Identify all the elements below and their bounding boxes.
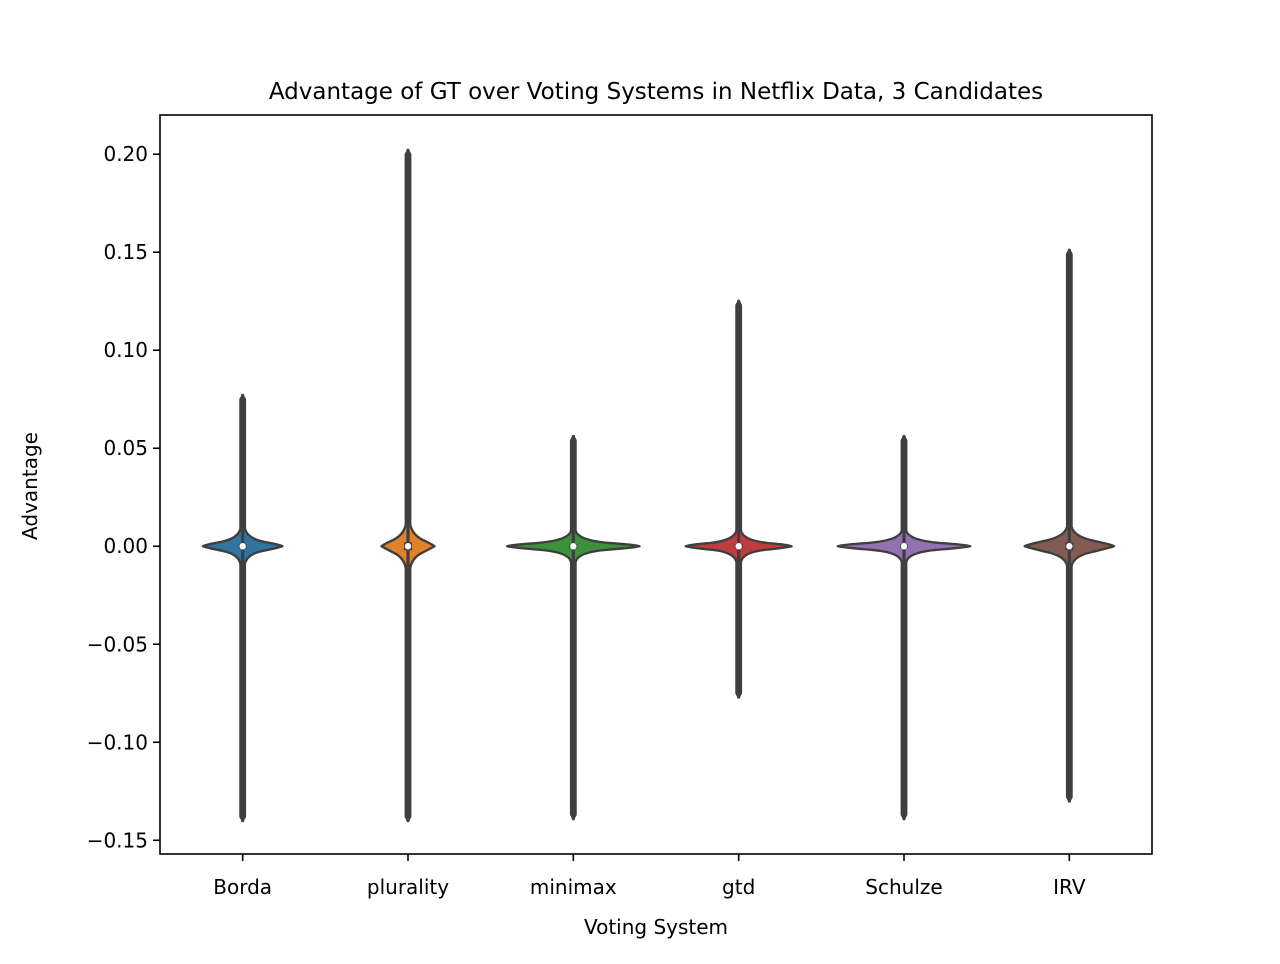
chart-title: Advantage of GT over Voting Systems in N…: [269, 79, 1043, 105]
x-axis-label: Voting System: [584, 915, 728, 939]
median-point: [735, 543, 742, 550]
y-tick-label: 0.05: [103, 436, 148, 460]
x-tick-label: IRV: [1053, 875, 1086, 899]
median-point: [900, 543, 908, 550]
x-tick-label: minimax: [530, 875, 617, 899]
median-point: [239, 543, 246, 550]
y-tick-label: −0.15: [87, 828, 148, 852]
x-tick-label: Schulze: [865, 875, 942, 899]
x-tick-label: plurality: [367, 875, 449, 899]
y-tick-label: 0.15: [103, 240, 148, 264]
y-tick-label: 0.00: [103, 534, 148, 558]
y-axis-label: Advantage: [18, 432, 42, 540]
y-tick-label: 0.20: [103, 142, 148, 166]
median-point: [570, 543, 577, 550]
y-axis: −0.15 −0.10 −0.05 0.00 0.05 0.10 0.15 0.20: [87, 142, 160, 852]
violins-group: [201, 148, 1116, 823]
x-tick-label: Borda: [213, 875, 272, 899]
y-tick-label: −0.10: [87, 730, 148, 754]
median-point: [1066, 543, 1073, 550]
median-point: [404, 543, 412, 550]
plot-frame: [159, 114, 1153, 855]
x-axis: Borda plurality minimax gtd Schulze IRV: [213, 854, 1086, 899]
y-tick-label: −0.05: [87, 632, 148, 656]
x-tick-label: gtd: [722, 875, 755, 899]
y-tick-label: 0.10: [103, 338, 148, 362]
